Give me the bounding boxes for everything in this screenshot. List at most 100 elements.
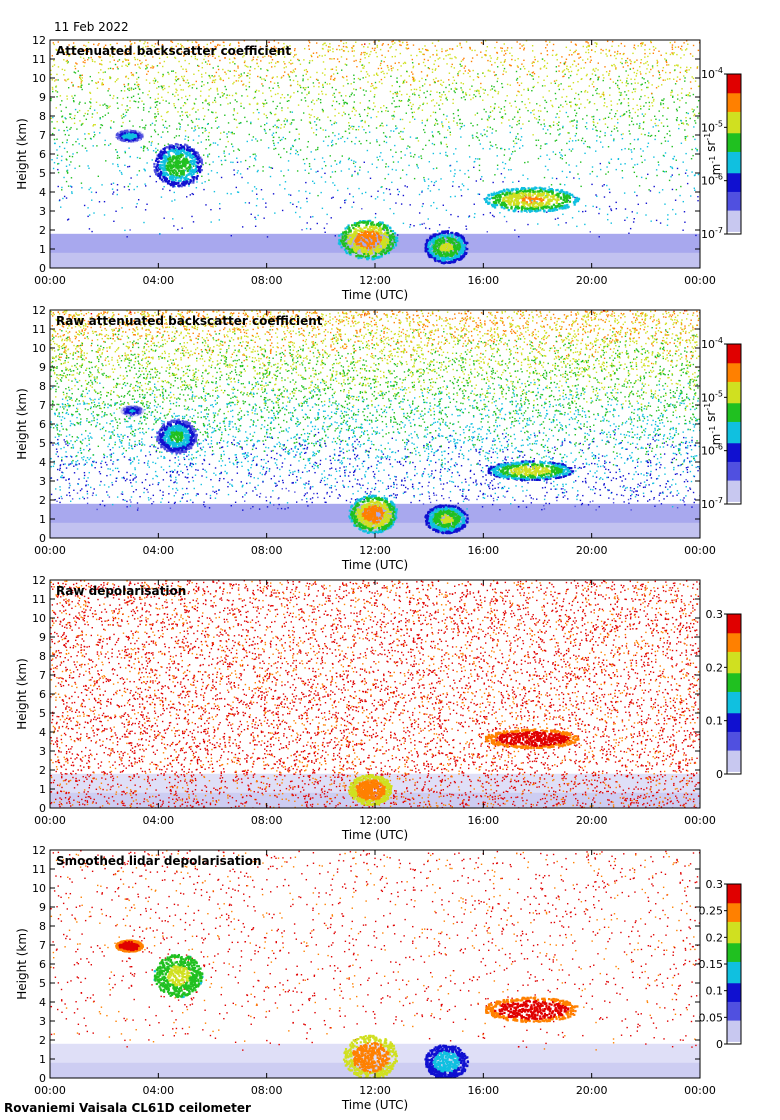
noise-point xyxy=(453,67,456,69)
noise-point xyxy=(570,41,572,43)
noise-point xyxy=(675,188,678,191)
noise-point xyxy=(374,212,377,215)
noise-point xyxy=(426,74,429,76)
noise-point xyxy=(426,102,428,105)
noise-point xyxy=(351,175,353,177)
noise-point xyxy=(535,139,537,141)
noise-point xyxy=(80,82,82,85)
noise-point xyxy=(567,85,570,88)
noise-point xyxy=(394,144,396,147)
noise-point xyxy=(367,171,369,173)
cloud-cell xyxy=(173,161,176,164)
noise-point xyxy=(244,159,247,162)
noise-point xyxy=(226,133,228,135)
noise-point xyxy=(557,217,559,220)
noise-point xyxy=(343,50,346,52)
noise-point xyxy=(381,82,383,85)
noise-point xyxy=(582,59,584,61)
noise-point xyxy=(434,111,437,114)
cloud-cell xyxy=(178,157,181,160)
noise-point xyxy=(484,54,486,56)
noise-point xyxy=(205,98,207,101)
noise-point xyxy=(489,141,491,143)
noise-point xyxy=(133,100,135,102)
noise-point xyxy=(155,151,157,154)
noise-point xyxy=(476,124,479,126)
cloud-cell xyxy=(157,172,160,175)
noise-point xyxy=(160,115,163,118)
noise-point xyxy=(120,90,123,92)
noise-point xyxy=(472,125,474,127)
noise-point xyxy=(70,126,72,129)
noise-point xyxy=(672,53,674,56)
noise-point xyxy=(219,59,221,62)
noise-point xyxy=(374,94,376,96)
noise-point xyxy=(432,134,434,137)
noise-point xyxy=(138,97,141,100)
noise-point xyxy=(254,90,257,93)
noise-point xyxy=(335,143,337,145)
noise-point xyxy=(651,102,653,104)
noise-point xyxy=(292,203,294,206)
noise-point xyxy=(513,145,515,148)
noise-point xyxy=(479,143,482,145)
noise-point xyxy=(261,78,263,80)
noise-point xyxy=(308,113,310,116)
noise-point xyxy=(569,171,571,173)
noise-point xyxy=(257,118,260,120)
noise-point xyxy=(193,83,195,86)
noise-point xyxy=(194,125,196,128)
noise-point xyxy=(200,90,202,92)
noise-point xyxy=(610,222,612,224)
noise-point xyxy=(237,148,239,150)
noise-point xyxy=(644,159,646,161)
noise-point xyxy=(664,58,666,60)
noise-point xyxy=(160,136,163,138)
noise-point xyxy=(171,200,173,202)
noise-point xyxy=(163,144,166,147)
noise-point xyxy=(468,176,470,178)
noise-point xyxy=(586,46,588,48)
noise-point xyxy=(130,177,132,179)
noise-point xyxy=(513,116,516,118)
noise-point xyxy=(594,74,597,76)
noise-point xyxy=(215,120,217,122)
noise-point xyxy=(482,72,484,74)
noise-point xyxy=(670,91,672,94)
noise-point xyxy=(533,61,535,64)
noise-point xyxy=(91,199,93,201)
noise-point xyxy=(263,217,265,219)
noise-point xyxy=(667,218,669,221)
noise-point xyxy=(68,155,71,158)
noise-point xyxy=(272,193,275,195)
noise-point xyxy=(128,52,130,55)
noise-point xyxy=(83,115,85,117)
noise-point xyxy=(236,126,238,129)
noise-point xyxy=(91,60,94,63)
noise-point xyxy=(309,60,311,62)
noise-point xyxy=(392,114,395,117)
noise-point xyxy=(311,108,313,111)
noise-point xyxy=(565,162,568,164)
noise-point xyxy=(409,223,412,226)
noise-point xyxy=(112,193,114,195)
noise-point xyxy=(363,65,366,67)
noise-point xyxy=(290,95,292,98)
cloud-cell xyxy=(172,161,175,164)
noise-point xyxy=(286,51,288,53)
noise-point xyxy=(676,110,678,112)
noise-point xyxy=(266,69,268,71)
noise-point xyxy=(242,83,245,85)
noise-point xyxy=(647,142,650,144)
noise-point xyxy=(597,69,599,71)
noise-point xyxy=(224,159,226,161)
noise-point xyxy=(195,41,197,43)
noise-point xyxy=(685,40,688,42)
noise-point xyxy=(348,125,351,127)
noise-point xyxy=(55,85,58,87)
noise-point xyxy=(449,134,452,136)
noise-point xyxy=(514,229,516,231)
noise-point xyxy=(346,102,349,105)
cloud-cell xyxy=(572,195,575,198)
noise-point xyxy=(344,202,346,204)
